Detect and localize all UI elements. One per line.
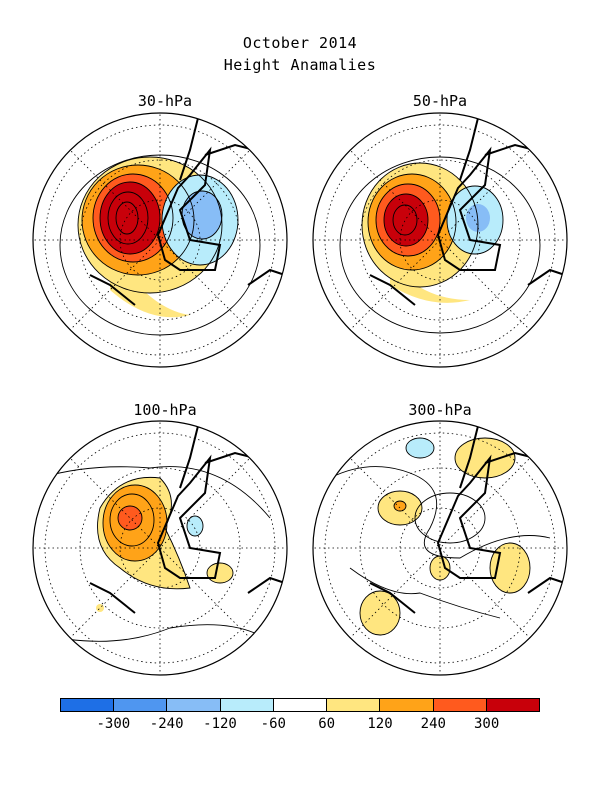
map-50hpa bbox=[312, 112, 568, 368]
australia-coastline bbox=[247, 576, 286, 594]
colorbar bbox=[60, 698, 540, 712]
colorbar-tick-label: 240 bbox=[420, 716, 446, 732]
negative-anomaly-inner bbox=[182, 191, 222, 239]
colorbar-tick-label: 120 bbox=[367, 716, 393, 732]
positive-anomaly-sw bbox=[360, 591, 400, 635]
australia-coastline bbox=[527, 576, 566, 594]
figure-title-line2: Height Anamalies bbox=[223, 56, 377, 74]
positive-anomaly-ne bbox=[455, 438, 515, 478]
positive-anomaly-small bbox=[96, 604, 104, 612]
south-africa-coastline bbox=[89, 582, 136, 614]
positive-anomaly-300 bbox=[384, 194, 428, 246]
south-africa-coastline bbox=[369, 274, 416, 306]
positive-anomaly-240 bbox=[118, 506, 142, 530]
colorbar-cell bbox=[486, 699, 539, 711]
positive-anomaly-tail bbox=[390, 260, 470, 303]
colorbar-cell bbox=[273, 699, 328, 711]
negative-anomaly-north bbox=[406, 438, 434, 458]
colorbar-tick-label: 300 bbox=[474, 716, 500, 732]
colorbar-cell bbox=[220, 699, 274, 711]
panel-label-30hpa: 30-hPa bbox=[137, 92, 193, 110]
panel-label-300hpa: 300-hPa bbox=[408, 401, 472, 419]
map-30hpa bbox=[32, 112, 288, 368]
colorbar-cell bbox=[167, 699, 221, 711]
colorbar-cell bbox=[327, 699, 381, 711]
south-africa-coastline bbox=[89, 274, 136, 306]
colorbar-cell bbox=[380, 699, 434, 711]
panel-label-100hpa: 100-hPa bbox=[133, 401, 197, 419]
positive-anomaly-300 bbox=[100, 182, 160, 254]
panel-label-50hpa: 50-hPa bbox=[412, 92, 468, 110]
colorbar-cell bbox=[114, 699, 168, 711]
negative-anomaly bbox=[187, 516, 203, 536]
colorbar-tick-label: -240 bbox=[149, 716, 184, 732]
australia-coastline bbox=[247, 268, 286, 286]
colorbar-cell bbox=[61, 699, 115, 711]
positive-anomaly-west-core bbox=[394, 501, 406, 511]
map-300hpa bbox=[312, 420, 568, 676]
south-africa-coastline bbox=[369, 582, 416, 614]
colorbar-cell bbox=[433, 699, 487, 711]
colorbar-tick-label: -60 bbox=[260, 716, 286, 732]
colorbar-tick-label: -120 bbox=[203, 716, 237, 732]
colorbar-tick-label: 60 bbox=[318, 716, 336, 732]
map-100hpa bbox=[32, 420, 288, 676]
australia-coastline bbox=[527, 268, 566, 286]
figure-title-line1: October 2014 bbox=[242, 34, 358, 52]
colorbar-tick-label: -300 bbox=[96, 716, 131, 732]
